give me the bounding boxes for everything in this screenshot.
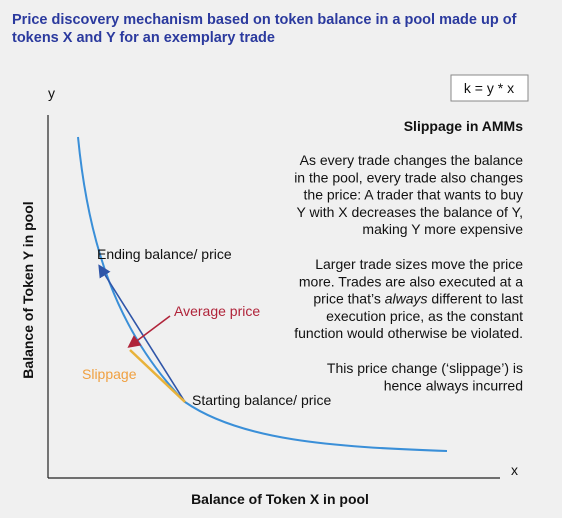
panel-line: in the pool, every trade also changes xyxy=(294,169,523,185)
y-symbol: y xyxy=(48,85,55,101)
panel-line: As every trade changes the balance xyxy=(300,152,524,168)
panel-line: more. Trades are also executed at a xyxy=(299,273,523,289)
formula-box xyxy=(450,74,529,102)
annotation: Average price xyxy=(174,303,260,319)
panel-line: function would otherwise be violated. xyxy=(294,325,523,341)
x-axis-label: Balance of Token X in pool xyxy=(191,491,369,507)
panel-line: execution price, as the constant xyxy=(326,308,523,324)
title: Price discovery mechanism based on token… xyxy=(12,12,517,28)
x-symbol: x xyxy=(511,462,518,478)
arrow xyxy=(127,315,171,348)
arrow xyxy=(98,264,186,403)
annotation: Starting balance/ price xyxy=(192,392,332,408)
panel-line: making Y more expensive xyxy=(362,221,523,237)
text-segment: different to last xyxy=(428,291,524,307)
panel-line: the price: A trader that wants to buy xyxy=(304,187,523,203)
slippage-line xyxy=(129,349,186,403)
annotation: Slippage xyxy=(82,366,137,382)
panel-line: Larger trade sizes move the price xyxy=(315,256,523,272)
panel-line: Y with X decreases the balance of Y, xyxy=(297,204,524,220)
annotation: Ending balance/ price xyxy=(97,246,232,262)
title: tokens X and Y for an exemplary trade xyxy=(12,30,275,46)
panel-line: hence always incurred xyxy=(384,377,523,393)
panel-heading: Slippage in AMMs xyxy=(404,118,523,134)
formula: k = y * x xyxy=(464,80,514,96)
text-segment: price that’s xyxy=(313,291,384,307)
panel-line: This price change (‘slippage’) is xyxy=(327,360,523,376)
y-axis-label: Balance of Token Y in pool xyxy=(20,201,36,378)
text-segment: always xyxy=(385,291,428,307)
panel-line: price that’s always different to last xyxy=(313,291,523,307)
